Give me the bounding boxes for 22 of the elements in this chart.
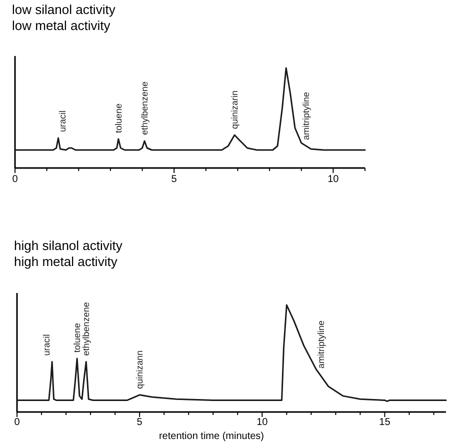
annotation: uracil	[41, 334, 52, 356]
x-tick-label: 10	[328, 174, 340, 185]
x-axis-title: retention time (minutes)	[158, 431, 264, 442]
x-tick-label: 15	[379, 417, 391, 428]
annotation: amitriptyline	[301, 92, 312, 140]
x-tick-label: 5	[171, 174, 178, 185]
x-tick-label: 0	[14, 417, 20, 428]
annotation: toluene	[113, 103, 124, 133]
x-tick-label: 0	[12, 174, 18, 185]
chart-title: high silanol activity	[14, 238, 123, 253]
annotation: ethylbenzene	[140, 81, 150, 135]
annotation: uracil	[58, 110, 68, 132]
annotation: toluene	[72, 322, 82, 352]
chart-title: low silanol activity	[12, 2, 116, 17]
chart-subtitle: high metal activity	[14, 254, 118, 269]
chart-subtitle: low metal activity	[12, 18, 111, 33]
annotation: amitriptyline	[316, 320, 326, 369]
annotation: quinizarin	[230, 90, 240, 129]
x-tick-label: 5	[136, 417, 143, 428]
x-tick-label: 10	[256, 417, 268, 428]
annotation: quinizann	[134, 350, 145, 389]
annotation: ethylbenzene	[81, 302, 92, 356]
